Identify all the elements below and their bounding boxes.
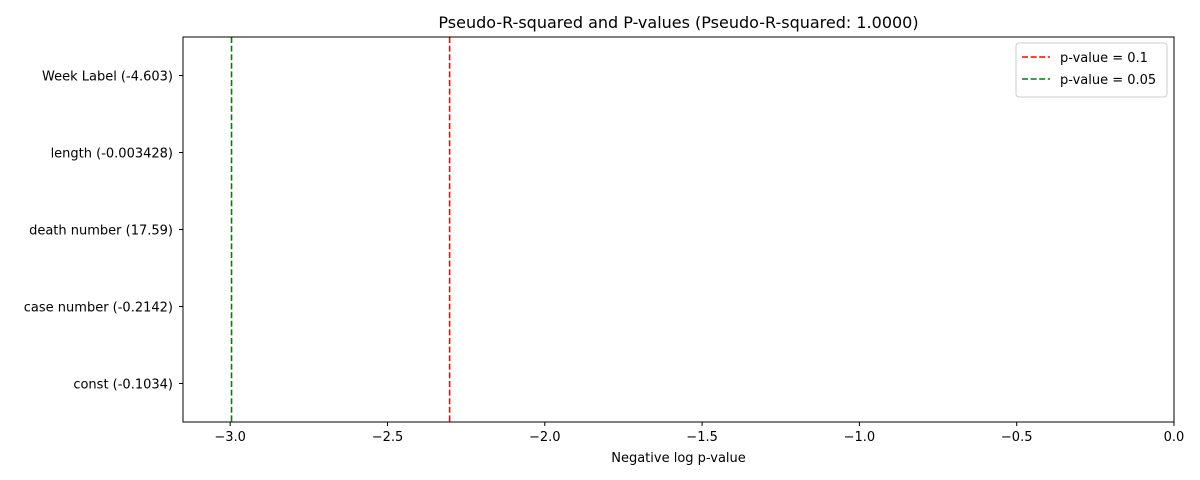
legend-label-0: p-value = 0.1	[1060, 51, 1148, 66]
y-tick-label: case number (-0.2142)	[24, 301, 173, 316]
x-tick-label: −1.5	[686, 430, 718, 445]
x-tick-label: −0.5	[1001, 430, 1033, 445]
y-tick-label: const (-0.1034)	[73, 378, 173, 393]
chart-title: Pseudo-R-squared and P-values (Pseudo-R-…	[438, 13, 918, 32]
y-tick-label: length (-0.003428)	[51, 147, 173, 162]
legend-box	[1015, 42, 1168, 98]
x-tick-label: −2.0	[529, 430, 561, 445]
x-axis: −3.0 −2.5 −2.0 −1.5 −1.0 −0.5 0.0	[214, 422, 1184, 445]
legend: p-value = 0.1 p-value = 0.05	[1015, 42, 1168, 98]
x-tick-label: 0.0	[1164, 430, 1185, 445]
x-tick-label: −3.0	[214, 430, 246, 445]
y-axis: const (-0.1034) case number (-0.2142) deat…	[24, 70, 183, 393]
x-axis-label: Negative log p-value	[611, 451, 746, 466]
y-tick-label: Week Label (-4.603)	[42, 70, 173, 85]
legend-label-1: p-value = 0.05	[1060, 73, 1156, 88]
x-tick-label: −1.0	[844, 430, 876, 445]
x-tick-label: −2.5	[372, 430, 404, 445]
plot-area	[230, 37, 451, 422]
y-tick-label: death number (17.59)	[29, 224, 173, 239]
